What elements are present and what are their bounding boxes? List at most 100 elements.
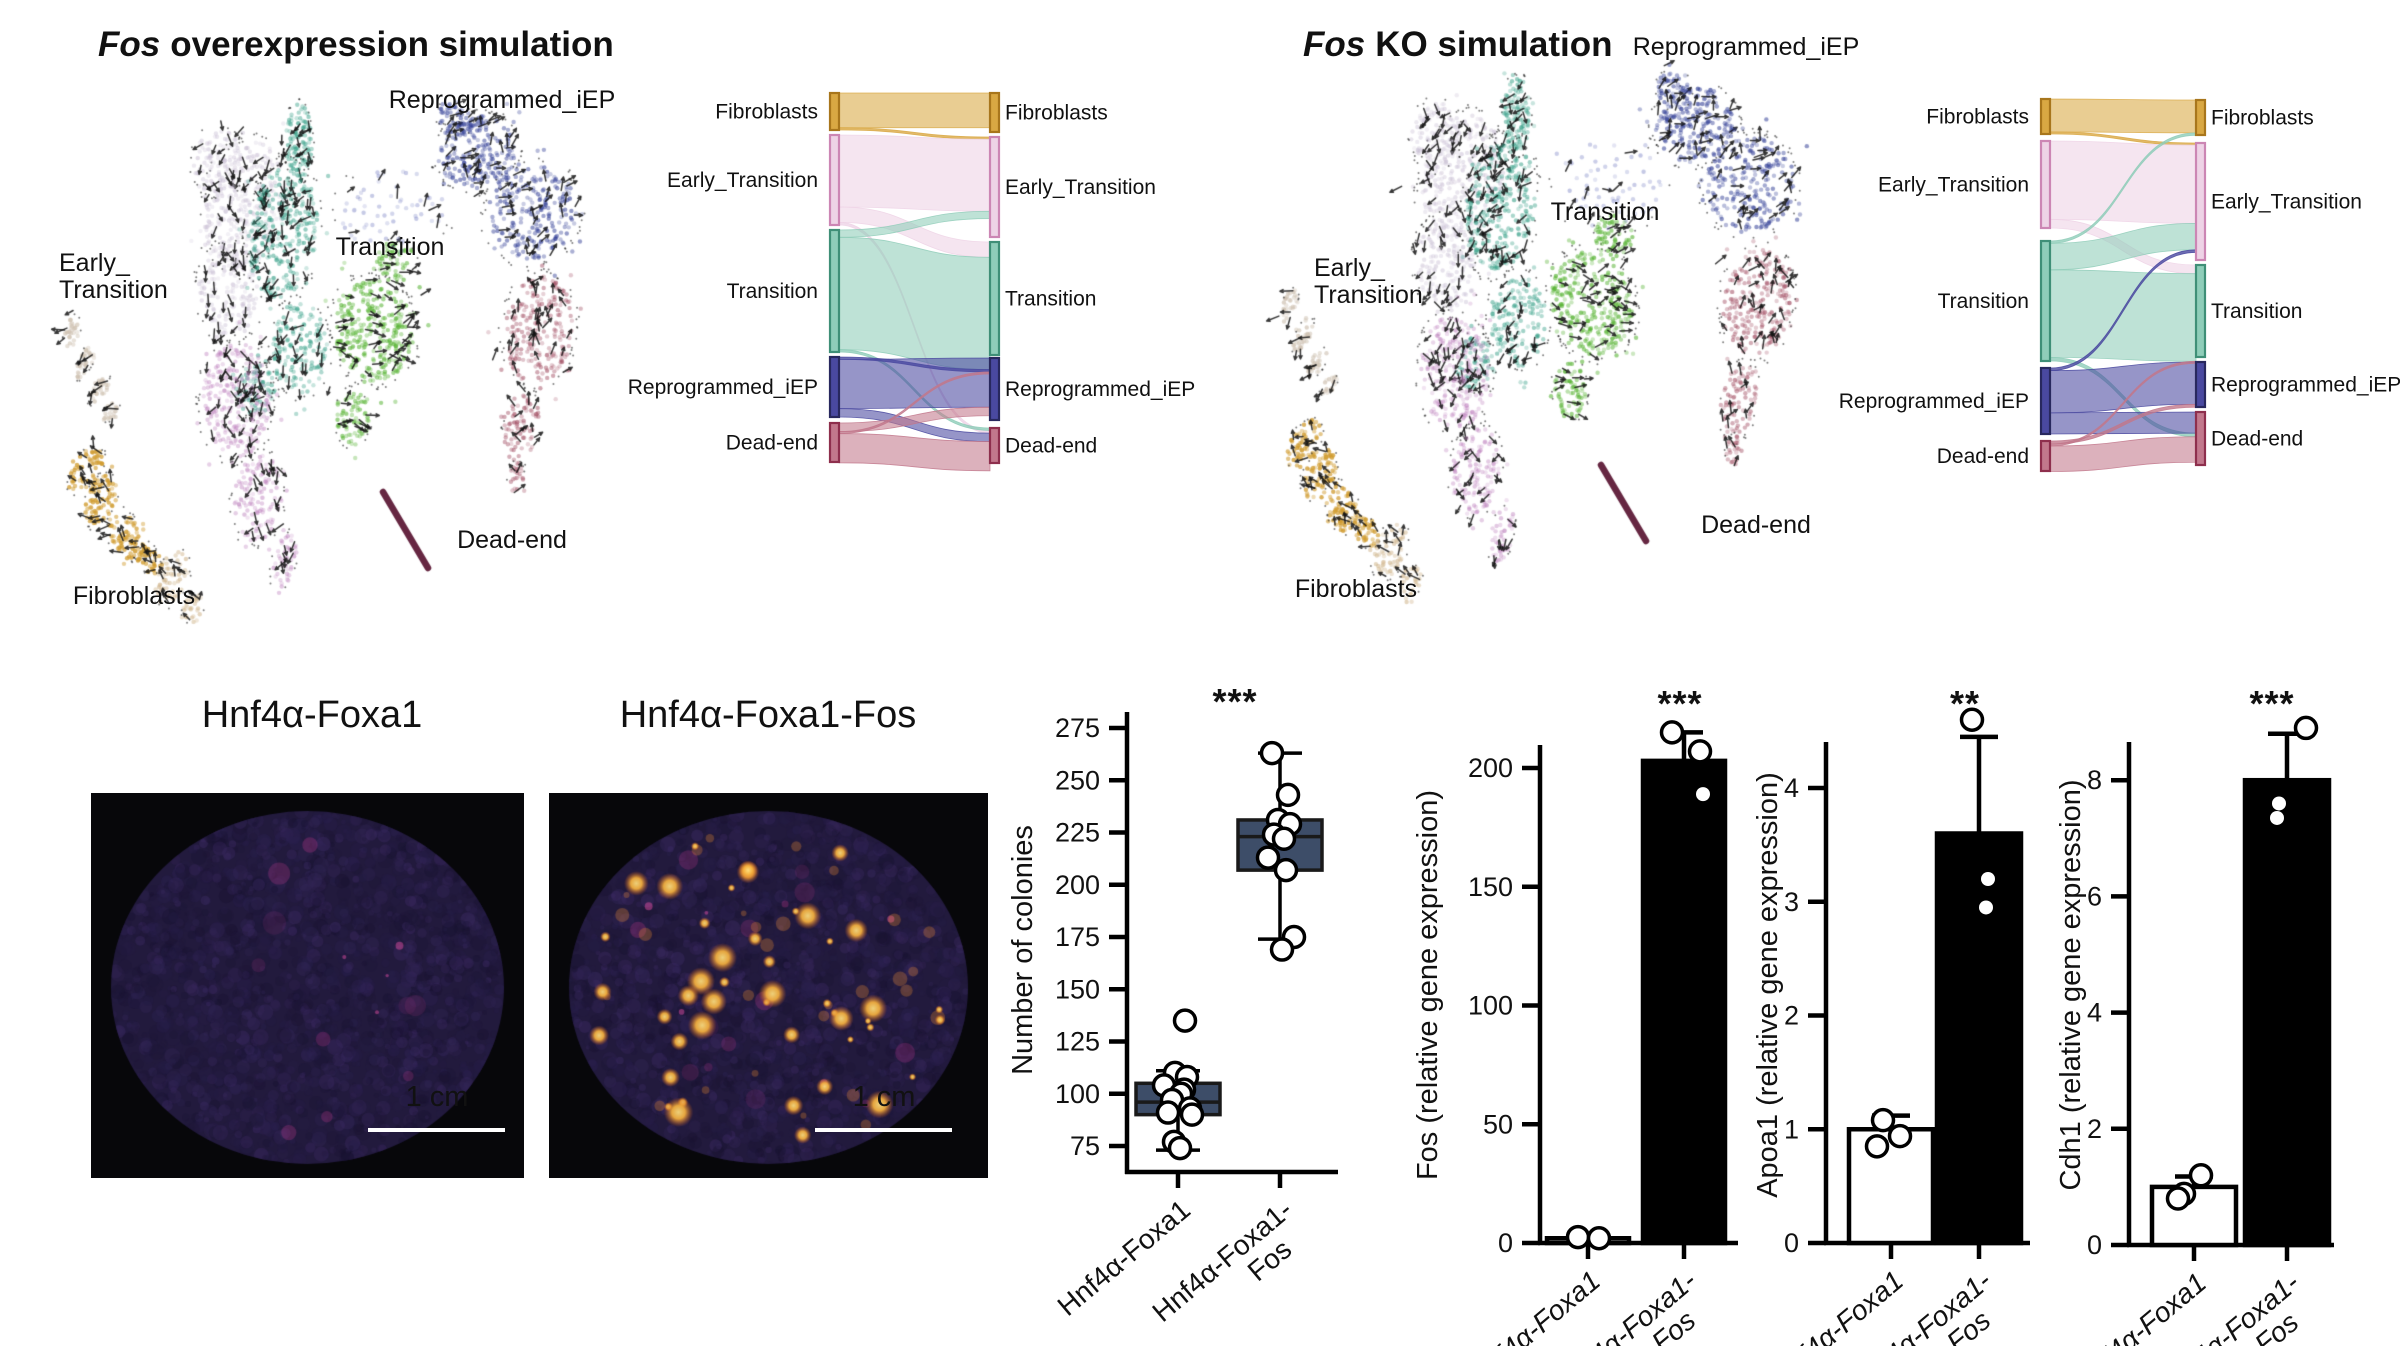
data-point <box>1255 845 1281 870</box>
sankey-label-left-Transition: Transition <box>727 280 818 303</box>
sankey-label-right-Fibroblasts: Fibroblasts <box>2211 107 2314 130</box>
sankey-node-right-Reprogrammed_iEP <box>2194 360 2207 409</box>
data-point <box>1155 1100 1181 1125</box>
data-point <box>1687 739 1713 764</box>
data-point <box>2293 715 2319 741</box>
sankey-node-left-Fibroblasts <box>828 91 841 132</box>
x-tick-label: Hnf4α-Foxa1 <box>1462 1265 1606 1346</box>
y-tick-label: 1 <box>1784 1114 1799 1144</box>
data-point <box>2165 1186 2191 1211</box>
sankey-label-right-Dead-end: Dead-end <box>2211 428 2303 451</box>
sankey-node-right-Dead-end <box>988 426 1001 465</box>
ylabel-fos-expression: Fos (relative gene expression) <box>1412 790 1444 1180</box>
data-point <box>1586 1226 1612 1251</box>
sankey-flow-Fibroblasts-to-Fibroblasts <box>838 92 991 129</box>
significance-marker: *** <box>1212 681 1257 722</box>
data-point <box>1870 1107 1896 1133</box>
sankey-node-right-Fibroblasts <box>2194 98 2207 137</box>
sankey-node-right-Early_Transition <box>988 135 1001 239</box>
panel-title-oe-rest: overexpression simulation <box>170 25 613 64</box>
sankey-label-right-Early_Transition: Early_Transition <box>1005 176 1156 199</box>
ylabel-apoa1-expression: Apoa1 (relative gene expression) <box>1752 772 1784 1198</box>
sankey-label-left-Early_Transition: Early_Transition <box>1878 174 2029 197</box>
data-point <box>1259 740 1285 766</box>
sankey-diagram-oe: Fibroblasts Fibroblasts Early_Transition Ea… <box>628 91 1195 472</box>
sankey-flow-Fibroblasts-to-Fibroblasts <box>2049 98 2197 134</box>
velocity-plot-ko <box>1180 0 1940 660</box>
data-point <box>1864 1134 1890 1159</box>
data-point <box>1659 720 1685 745</box>
y-tick-label: 6 <box>2087 881 2102 911</box>
data-point <box>1959 707 1985 732</box>
sankey-label-left-Early_Transition: Early_Transition <box>667 169 818 192</box>
bar <box>1640 758 1728 1246</box>
sankey-node-left-Early_Transition <box>2039 139 2052 230</box>
sankey-flow-Transition-to-Early_Transition <box>2049 222 2197 271</box>
sankey-flow-Early_Transition-to-Early_Transition <box>2049 140 2197 224</box>
cluster-label-dead-end-oe: Dead-end <box>457 526 567 554</box>
cluster-label-early-line2-ko: Transition <box>1314 281 1423 309</box>
ylabel-number-of-colonies: Number of colonies <box>1007 825 1039 1075</box>
y-tick-label: 75 <box>1070 1131 1100 1161</box>
y-tick-label: 2 <box>1784 1001 1799 1031</box>
sankey-flow-Transition-to-Transition <box>2049 269 2197 362</box>
sankey-node-right-Early_Transition <box>2194 141 2207 262</box>
y-tick-label: 0 <box>2087 1230 2102 1260</box>
sankey-node-right-Dead-end <box>2194 410 2207 467</box>
y-tick-label: 50 <box>1483 1109 1513 1139</box>
cluster-label-fibroblasts-ko: Fibroblasts <box>1295 575 1417 603</box>
data-point <box>1269 937 1295 962</box>
data-point-filled <box>1979 900 1993 915</box>
x-tick-label-group: Hnf4α-Foxa1 <box>2068 1267 2212 1346</box>
significance-marker: *** <box>2249 683 2294 724</box>
x-tick-label-group: Hnf4α-Foxa1 <box>1765 1265 1909 1346</box>
data-point-filled <box>2270 810 2284 825</box>
sankey-node-left-Dead-end <box>2039 439 2052 473</box>
sankey-flow-Dead-end-to-Dead-end <box>838 433 991 472</box>
data-point <box>1887 1123 1913 1149</box>
sankey-label-right-Transition: Transition <box>1005 288 1096 311</box>
sankey-node-left-Reprogrammed_iEP <box>2039 366 2052 436</box>
sankey-node-left-Dead-end <box>828 421 841 464</box>
sankey-label-right-Reprogrammed_iEP: Reprogrammed_iEP <box>2211 374 2400 397</box>
x-tick-label: Hnf4α-Foxa1 <box>2068 1267 2212 1346</box>
y-tick-label: 3 <box>1784 887 1799 917</box>
data-point <box>1172 1008 1198 1033</box>
y-tick-label: 150 <box>1055 974 1100 1004</box>
sankey-node-left-Transition <box>828 228 841 354</box>
sankey-label-left-Dead-end: Dead-end <box>726 432 818 455</box>
data-point-filled <box>1696 787 1710 802</box>
cluster-label-fibroblasts-oe: Fibroblasts <box>73 582 195 610</box>
panel-title-oe-gene: Fos <box>98 25 160 64</box>
y-tick-label: 2 <box>2087 1114 2102 1144</box>
data-point <box>1179 1102 1205 1127</box>
data-point <box>1273 857 1299 883</box>
y-tick-label: 200 <box>1055 870 1100 900</box>
sankey-flow-Transition-to-Transition <box>838 236 991 370</box>
y-tick-label: 100 <box>1055 1079 1100 1109</box>
cluster-label-early-line1-oe: Early_ <box>59 249 131 277</box>
sankey-label-right-Reprogrammed_iEP: Reprogrammed_iEP <box>1005 378 1195 401</box>
scale-bar-label-plate1: 1 cm <box>406 1081 469 1113</box>
sankey-label-right-Fibroblasts: Fibroblasts <box>1005 102 1108 125</box>
colony-plate-hnf4a-foxa1-fos <box>549 793 988 1178</box>
sankey-node-right-Transition <box>2194 263 2207 359</box>
cluster-label-early-line2-oe: Transition <box>59 276 168 304</box>
sankey-node-left-Fibroblasts <box>2039 97 2052 136</box>
sankey-node-right-Reprogrammed_iEP <box>988 356 1001 422</box>
sankey-node-right-Transition <box>988 240 1001 357</box>
data-point <box>2188 1163 2214 1188</box>
sankey-node-left-Transition <box>2039 239 2052 363</box>
plate-title-hnf4a-foxa1: Hnf4α-Foxa1 <box>202 694 423 736</box>
sankey-label-right-Transition: Transition <box>2211 300 2302 323</box>
cluster-label-reprogrammed-ko: Reprogrammed_iEP <box>1633 33 1860 61</box>
bar <box>1934 831 2024 1246</box>
sankey-node-left-Reprogrammed_iEP <box>828 355 841 419</box>
y-tick-label: 125 <box>1055 1027 1100 1057</box>
velocity-plot-oe <box>0 0 740 660</box>
ylabel-cdh1-expression: Cdh1 (relative gene expression) <box>2055 779 2087 1190</box>
y-tick-label: 225 <box>1055 818 1100 848</box>
